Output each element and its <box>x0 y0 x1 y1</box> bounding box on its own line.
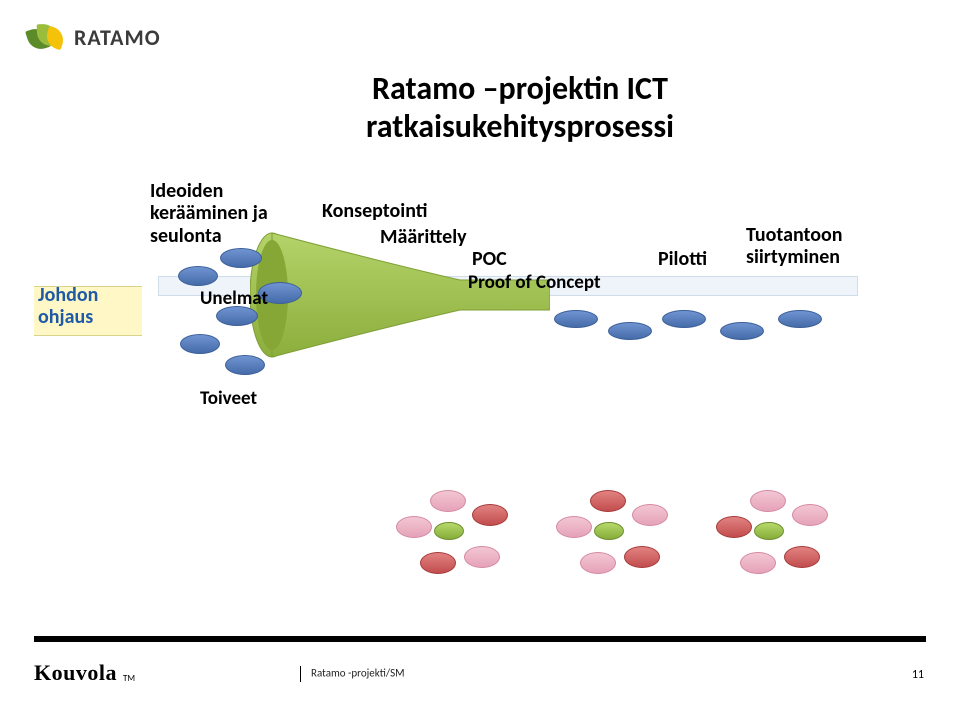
idea-node <box>178 266 218 286</box>
kouvola-logo: Kouvola TM <box>34 660 135 686</box>
cluster-node <box>632 504 668 526</box>
idea-node <box>180 334 220 354</box>
idea-node <box>220 248 262 268</box>
concept-clusters <box>380 460 860 610</box>
cluster-node <box>750 490 786 512</box>
cluster-node <box>754 522 784 540</box>
label-pilotti: Pilotti <box>658 248 707 270</box>
label-johdon: Johdon ohjaus <box>38 284 138 329</box>
cluster-node <box>594 522 624 540</box>
title-line2: ratkaisukehitysprosessi <box>366 107 674 146</box>
ratamo-leaf-icon <box>28 22 64 52</box>
footer-rule <box>34 636 926 642</box>
label-tuotantoon: Tuotantoon siirtyminen <box>746 224 876 269</box>
idea-node <box>554 310 598 328</box>
cluster-node <box>590 490 626 512</box>
title-line1: Ratamo –projektin ICT <box>372 69 668 108</box>
label-unelmat: Unelmat <box>200 288 268 309</box>
cluster-node <box>420 552 456 574</box>
cluster-node <box>556 516 592 538</box>
idea-node <box>720 322 764 340</box>
label-maarittely: Määrittely <box>380 226 467 248</box>
label-ideoiden: Ideoiden kerääminen ja seulonta <box>150 180 300 247</box>
cluster-node <box>472 504 508 526</box>
cluster-node <box>434 522 464 540</box>
cluster-node <box>624 546 660 568</box>
header: RATAMO <box>28 22 161 52</box>
cluster-node <box>740 552 776 574</box>
cluster-node <box>580 552 616 574</box>
slide: RATAMO Ratamo –projektin ICT ratkaisukeh… <box>0 0 960 712</box>
label-poc: POC <box>472 248 507 270</box>
cluster-node <box>792 504 828 526</box>
cluster-node <box>464 546 500 568</box>
label-konseptointi: Konseptointi <box>322 200 427 222</box>
cluster-node <box>430 490 466 512</box>
idea-node <box>662 310 706 328</box>
cluster-node <box>716 516 752 538</box>
idea-node <box>778 310 822 328</box>
label-proof: Proof of Concept <box>468 272 601 293</box>
slide-title: Ratamo –projektin ICT ratkaisukehityspro… <box>280 70 760 146</box>
brand-name: RATAMO <box>74 24 161 51</box>
idea-node <box>225 355 265 375</box>
label-toiveet: Toiveet <box>200 388 257 409</box>
process-diagram: Johdon ohjaus Ideoiden kerääminen ja seu… <box>0 170 960 470</box>
page-number: 11 <box>912 668 924 682</box>
cluster-node <box>784 546 820 568</box>
cluster-node <box>396 516 432 538</box>
idea-node <box>608 322 652 340</box>
footer-center-text: Ratamo -projekti/SM <box>300 666 405 682</box>
kouvola-word: Kouvola <box>34 660 117 686</box>
trademark: TM <box>123 673 135 686</box>
